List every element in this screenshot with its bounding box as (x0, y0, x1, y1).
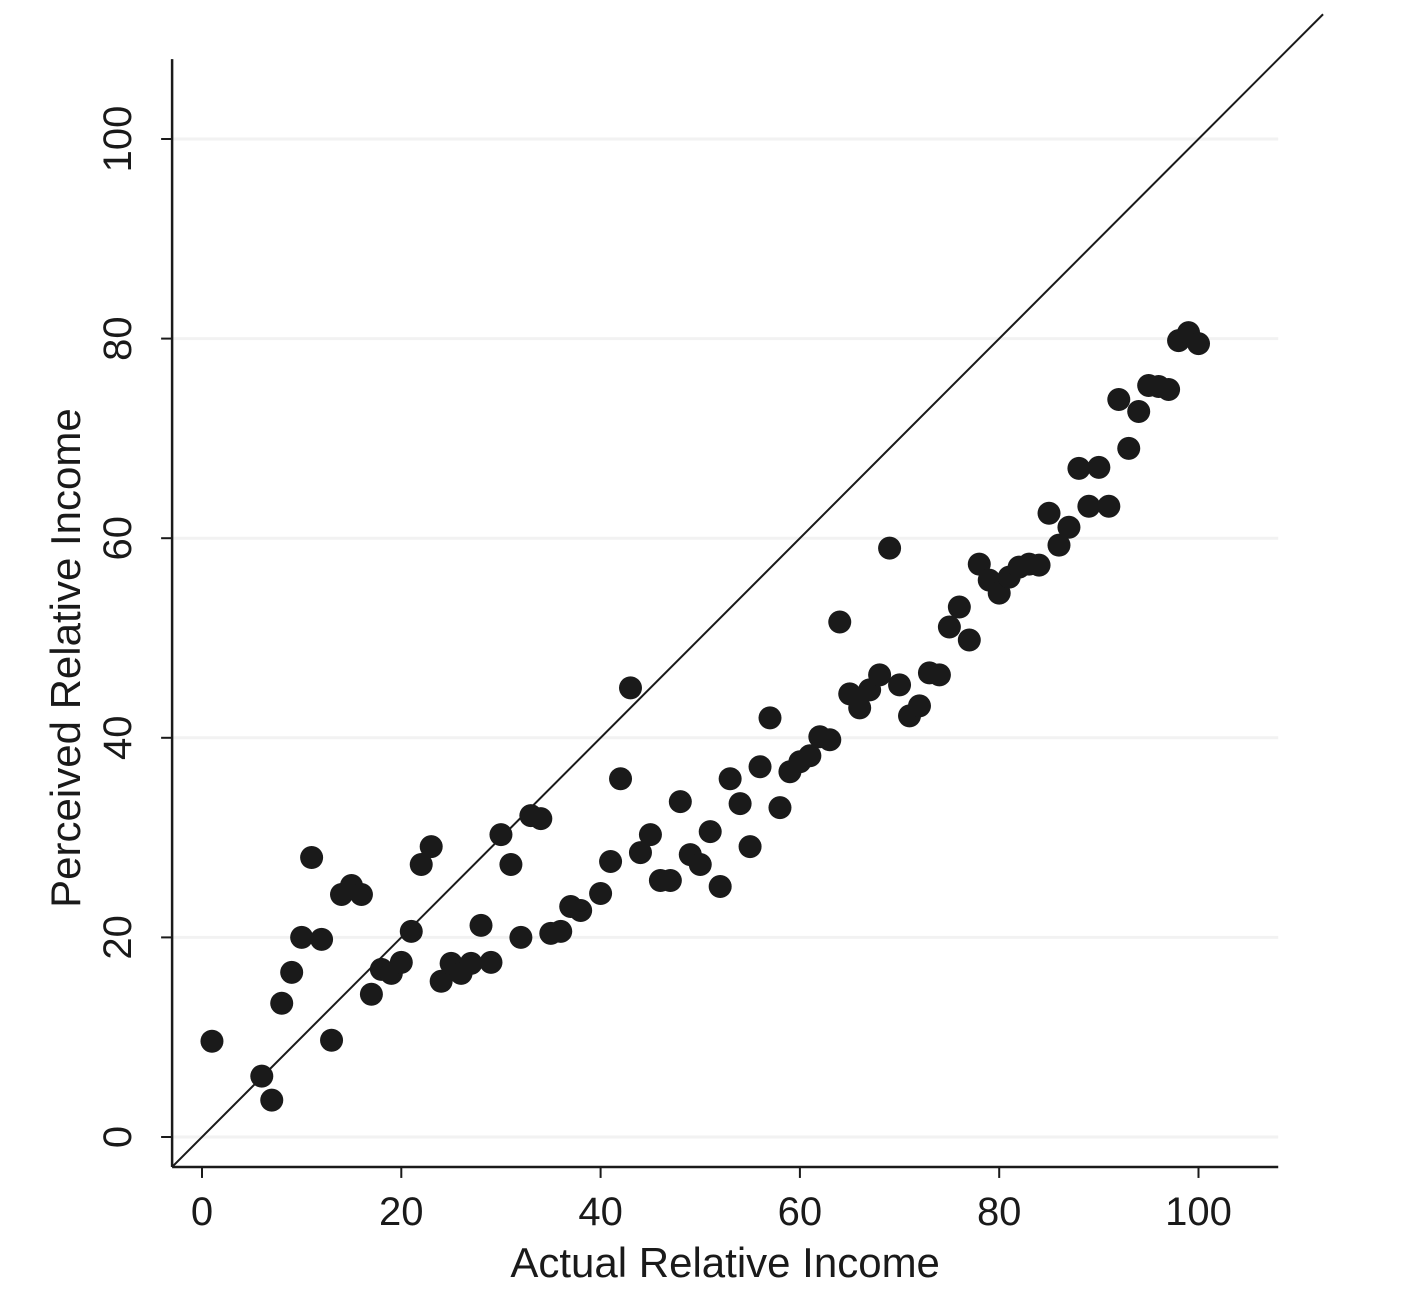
y-tick-label: 60 (96, 516, 140, 561)
data-point (389, 950, 413, 974)
x-tick-label: 80 (977, 1190, 1022, 1234)
x-tick-label: 20 (379, 1190, 424, 1234)
y-tick-label: 40 (96, 716, 140, 761)
data-point (399, 919, 423, 943)
data-point (429, 969, 453, 993)
data-point (818, 728, 842, 752)
data-point (349, 882, 373, 906)
data-point (509, 925, 533, 949)
data-point (1157, 377, 1181, 401)
y-tick-label: 0 (96, 1126, 140, 1148)
data-points (200, 321, 1210, 1112)
data-point (658, 869, 682, 893)
data-point (609, 767, 633, 791)
data-point (748, 755, 772, 779)
data-point (1117, 436, 1141, 460)
data-point (1027, 553, 1051, 577)
data-point (599, 850, 623, 874)
data-point (290, 925, 314, 949)
reference-line (171, 13, 1324, 1168)
data-point (828, 610, 852, 634)
data-point (1047, 533, 1071, 557)
data-point (738, 835, 762, 859)
grid-lines (173, 137, 1279, 1139)
data-point (549, 919, 573, 943)
data-point (1127, 399, 1151, 423)
data-point (260, 1088, 284, 1112)
data-point (888, 673, 912, 697)
x-tick-label: 0 (191, 1190, 213, 1234)
data-point (848, 696, 872, 720)
data-point (310, 927, 334, 951)
data-point (768, 796, 792, 820)
data-point (628, 841, 652, 865)
x-axis-title: Actual Relative Income (510, 1239, 940, 1286)
data-point (728, 792, 752, 816)
data-point (529, 807, 553, 831)
data-point (320, 1028, 344, 1052)
data-point (708, 875, 732, 899)
data-point (459, 951, 483, 975)
data-point (947, 595, 971, 619)
data-point (200, 1029, 224, 1053)
data-point (758, 706, 782, 730)
data-point (688, 853, 712, 877)
data-point (1067, 456, 1091, 480)
data-point (907, 694, 931, 718)
data-point (270, 991, 294, 1015)
data-point (250, 1064, 274, 1088)
y-tick-label: 100 (96, 106, 140, 173)
tick-labels: 0 20 40 60 80 100 0 20 40 60 80 100 (96, 106, 1232, 1234)
data-point (359, 982, 383, 1006)
y-tick-label: 20 (96, 915, 140, 960)
data-point (868, 663, 892, 687)
data-point (878, 536, 902, 560)
axes (161, 59, 1279, 1178)
data-point (489, 823, 513, 847)
data-point (957, 628, 981, 652)
data-point (419, 835, 443, 859)
data-point (798, 744, 822, 768)
data-point (638, 823, 662, 847)
x-tick-label: 40 (578, 1190, 623, 1234)
data-point (569, 898, 593, 922)
data-point (300, 846, 324, 870)
data-point (1057, 515, 1081, 539)
data-point (499, 853, 523, 877)
reference-line-group (171, 13, 1324, 1168)
data-point (1107, 387, 1131, 411)
data-point (718, 767, 742, 791)
data-point (1077, 494, 1101, 518)
data-point (280, 960, 304, 984)
data-point (618, 676, 642, 700)
y-axis-title: Perceived Relative Income (42, 408, 89, 908)
data-point (1037, 501, 1061, 525)
data-point (668, 790, 692, 814)
y-tick-label: 80 (96, 316, 140, 361)
data-point (409, 853, 433, 877)
x-tick-label: 60 (778, 1190, 823, 1234)
x-tick-label: 100 (1165, 1190, 1232, 1234)
data-point (479, 950, 503, 974)
data-point (698, 820, 722, 844)
data-point (937, 615, 961, 639)
data-point (1087, 455, 1111, 479)
data-point (589, 881, 613, 905)
data-point (1187, 332, 1210, 356)
data-point (927, 663, 951, 687)
data-point (1097, 494, 1121, 518)
data-point (469, 913, 493, 937)
